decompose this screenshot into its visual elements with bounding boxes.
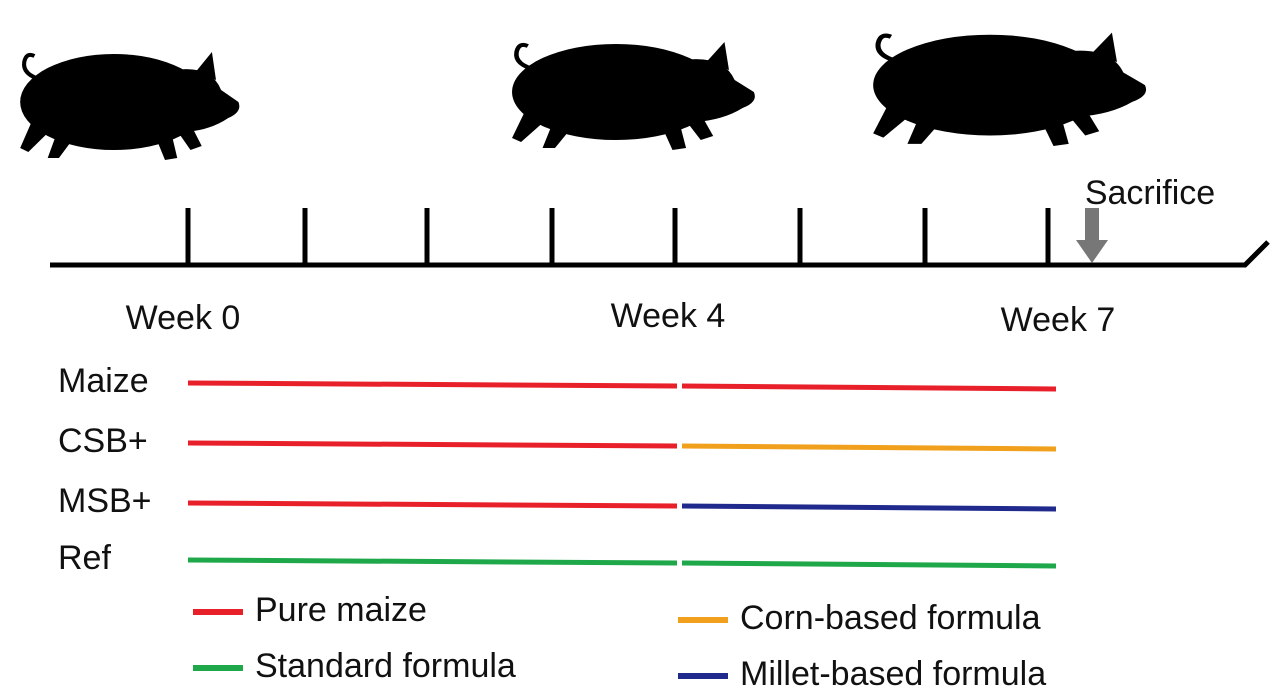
phase-line <box>187 380 678 389</box>
group-label: MSB+ <box>58 482 152 520</box>
phase-line <box>187 500 678 509</box>
pig <box>873 33 1146 146</box>
pig <box>20 52 239 160</box>
week-label: Week 4 <box>611 297 726 335</box>
group-label: Ref <box>58 539 111 577</box>
phase-line <box>187 440 678 449</box>
group-label: CSB+ <box>58 422 148 460</box>
phase-line <box>681 443 1057 452</box>
pig <box>512 42 755 150</box>
legend-label: Standard formula <box>255 647 516 685</box>
phase-line <box>187 557 678 566</box>
week-label: Week 0 <box>126 299 241 337</box>
week-label: Week 7 <box>1001 301 1116 339</box>
groups: Maize CSB+ MSB+ Ref <box>58 362 1057 577</box>
sacrifice-arrow <box>1076 208 1108 263</box>
event-label: Sacrifice <box>1085 174 1215 212</box>
phase-line <box>681 560 1057 569</box>
phase-line <box>681 503 1057 512</box>
group-label: Maize <box>58 362 149 400</box>
legend-label: Millet-based formula <box>740 655 1046 688</box>
legend-label: Corn-based formula <box>740 599 1041 637</box>
legend: Pure maize Corn-based formula Standard for… <box>193 591 1046 688</box>
phase-line <box>681 383 1057 392</box>
timeline-axis <box>50 240 1270 268</box>
timeline-ticks <box>185 208 1051 265</box>
legend-label: Pure maize <box>255 591 427 629</box>
